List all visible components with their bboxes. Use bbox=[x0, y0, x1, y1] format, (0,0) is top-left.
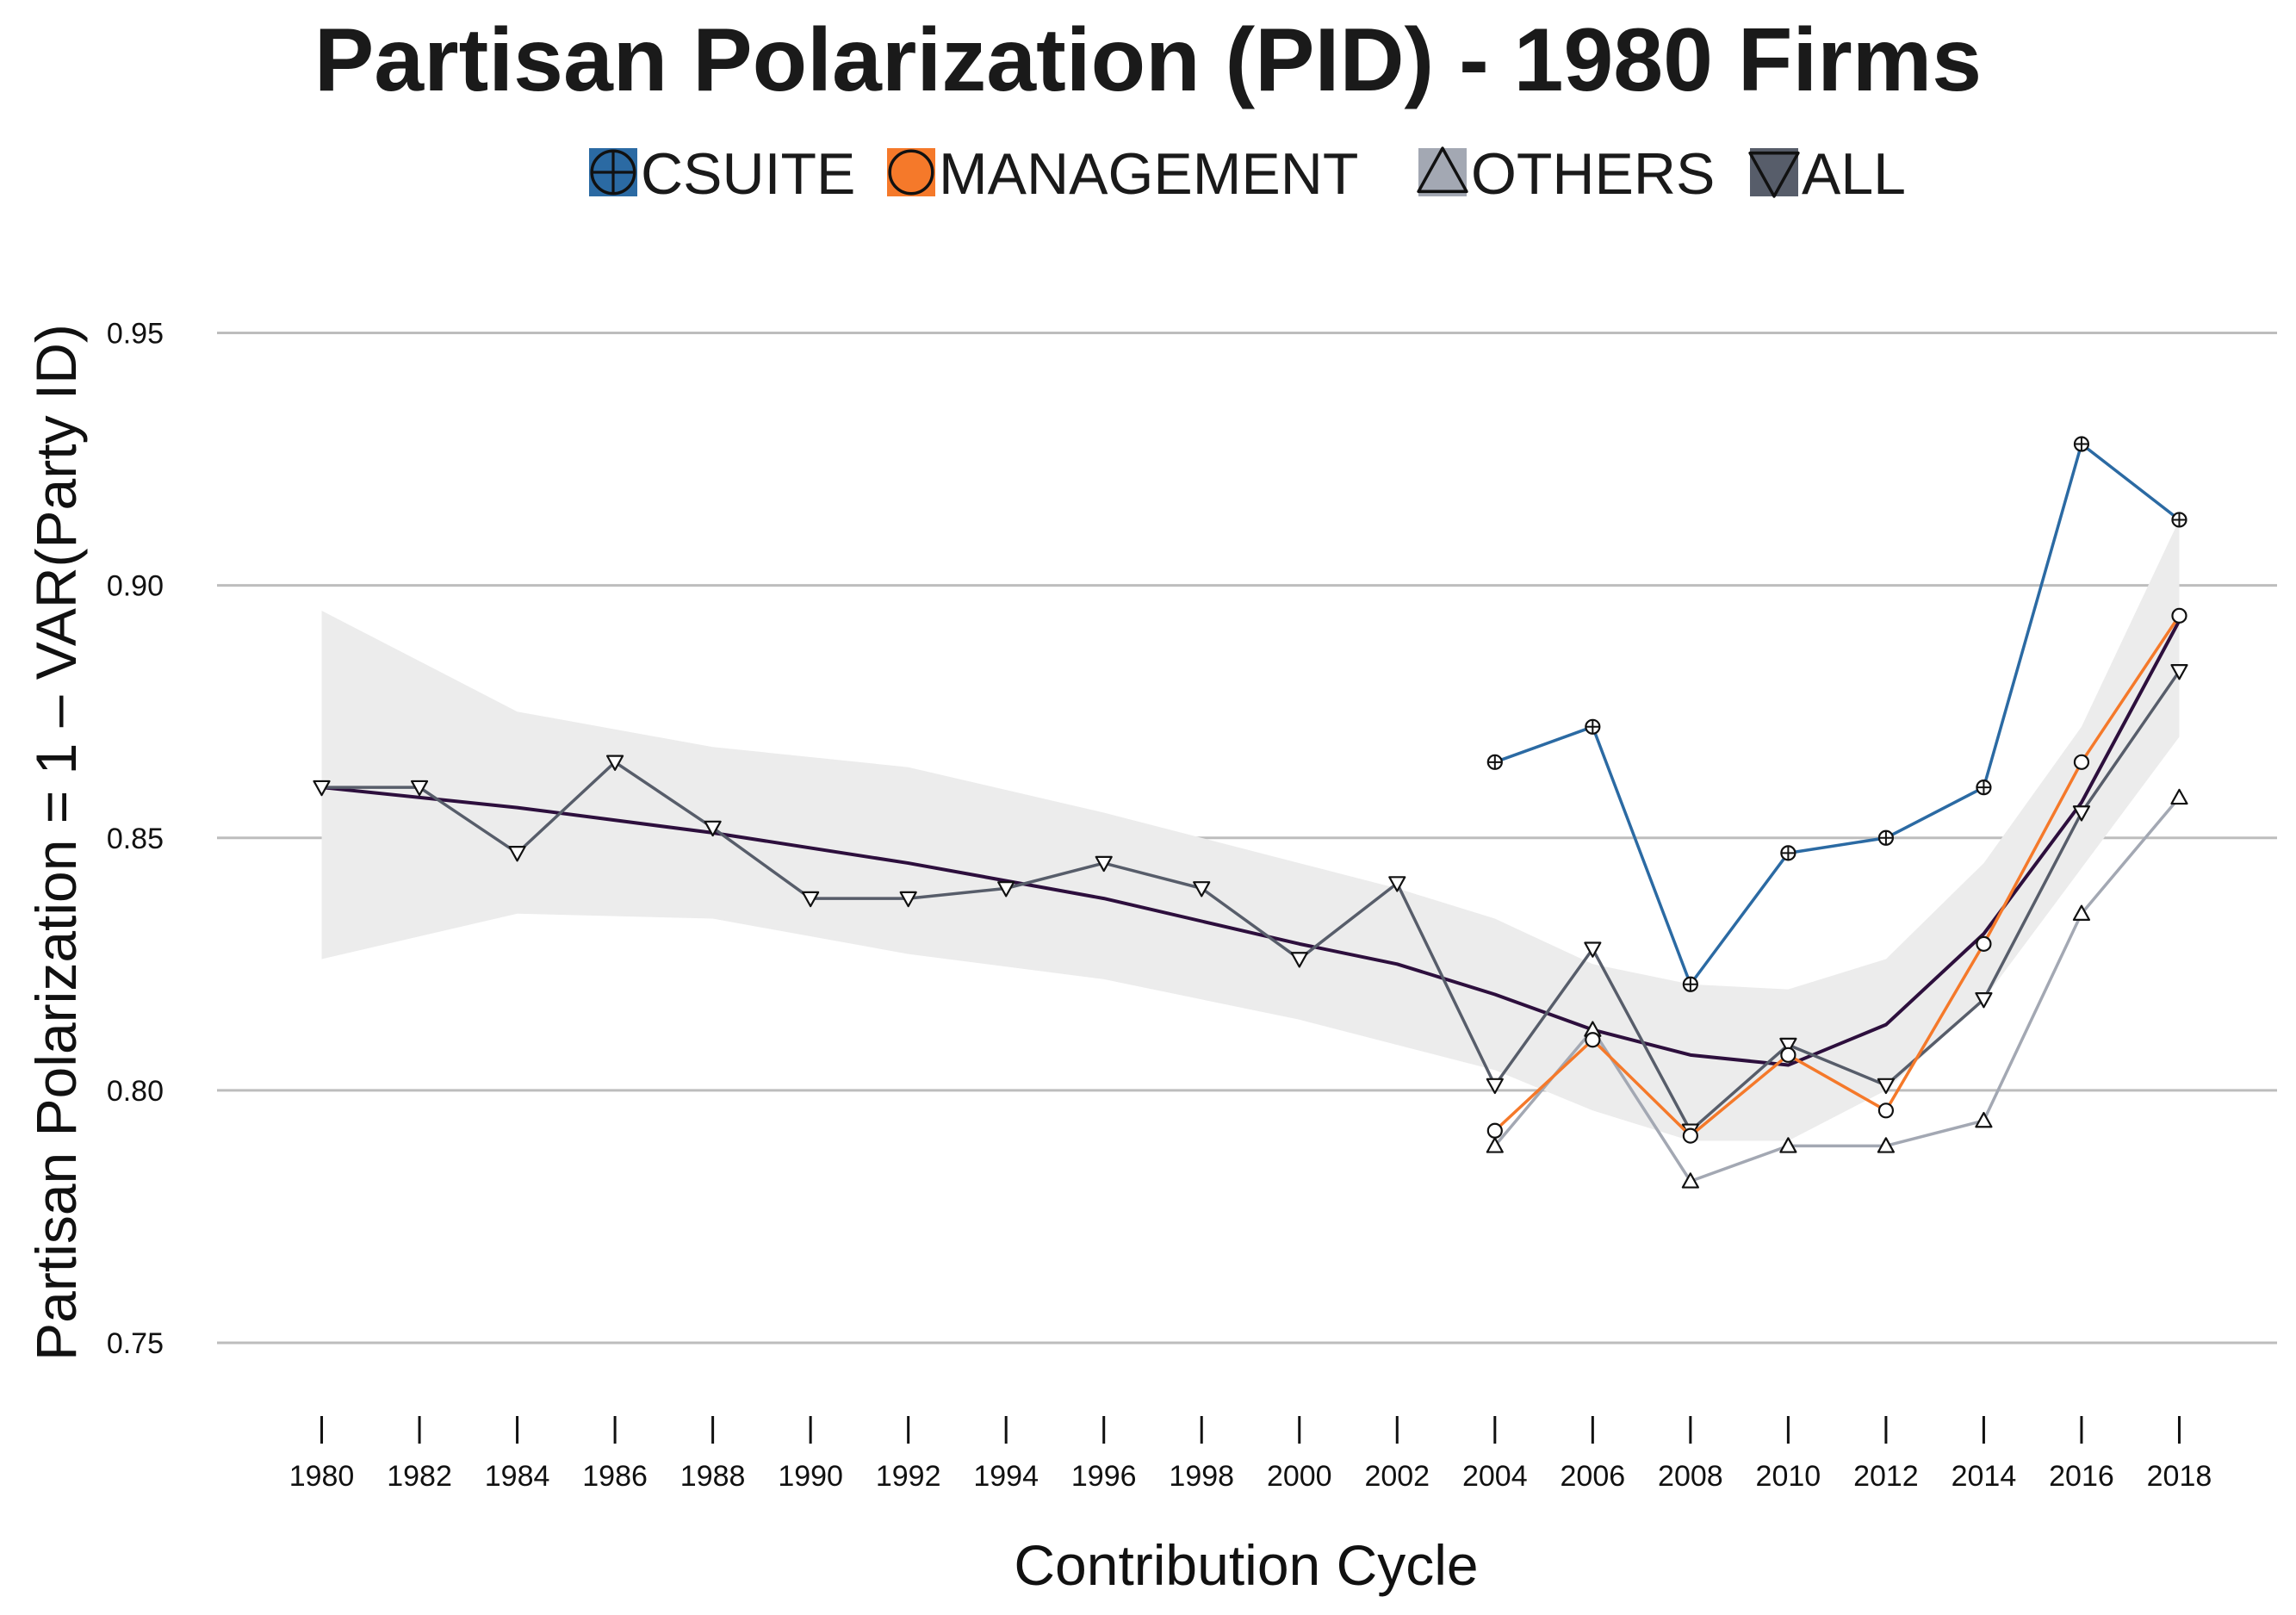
y-axis-label: Partisan Polarization = 1 – VAR(Party ID… bbox=[24, 324, 88, 1361]
x-tick-label: 2008 bbox=[1658, 1460, 1723, 1493]
x-axis-ticks: 1980 1982 1984 1986 1988 1990 1992 1994 1996 1998… bbox=[289, 1416, 2212, 1493]
x-tick-label: 2010 bbox=[1756, 1460, 1821, 1493]
data-point-management bbox=[1585, 1032, 1601, 1048]
y-tick-label: 0.95 bbox=[107, 318, 164, 351]
series-line-csuite bbox=[1494, 442, 2181, 986]
data-point-all bbox=[802, 891, 820, 908]
y-tick-label: 0.80 bbox=[107, 1075, 164, 1108]
legend-marker-others bbox=[1417, 146, 1468, 194]
x-axis-label: Contribution Cycle bbox=[1014, 1533, 1478, 1597]
y-axis-ticks: 0.75 0.80 0.85 0.90 0.95 bbox=[107, 318, 164, 1360]
y-tick-label: 0.90 bbox=[107, 570, 164, 603]
x-tick-label: 1990 bbox=[778, 1460, 843, 1493]
legend-marker-management bbox=[888, 149, 934, 196]
series-group bbox=[313, 436, 2188, 1189]
x-tick-label: 2002 bbox=[1364, 1460, 1430, 1493]
legend-label-management: MANAGEMENT bbox=[939, 141, 1358, 207]
data-point-csuite bbox=[1877, 829, 1895, 846]
data-point-all bbox=[997, 881, 1015, 898]
x-tick-label: 1982 bbox=[387, 1460, 452, 1493]
series-line-management bbox=[1493, 614, 2181, 1138]
data-point-management bbox=[2073, 754, 2090, 770]
x-tick-label: 1992 bbox=[876, 1460, 941, 1493]
data-point-others bbox=[1975, 1111, 1993, 1128]
series-line-all bbox=[321, 670, 2181, 1133]
data-point-management bbox=[2171, 607, 2187, 624]
data-point-all bbox=[899, 891, 917, 908]
data-point-management bbox=[1976, 935, 1992, 952]
x-tick-label: 2018 bbox=[2147, 1460, 2212, 1493]
data-point-all bbox=[1095, 855, 1113, 873]
data-point-all bbox=[704, 820, 722, 837]
x-tick-label: 1998 bbox=[1169, 1460, 1234, 1493]
x-tick-label: 1980 bbox=[289, 1460, 355, 1493]
trend bbox=[321, 519, 2181, 1141]
data-point-others bbox=[2072, 904, 2091, 921]
data-point-all bbox=[1290, 952, 1308, 968]
legend-item-all: ALL bbox=[1748, 141, 1906, 207]
data-point-others bbox=[1779, 1137, 1797, 1153]
x-tick-label: 2016 bbox=[2049, 1460, 2114, 1493]
data-point-csuite bbox=[1682, 976, 1698, 992]
data-point-all bbox=[1779, 1037, 1797, 1054]
data-point-others bbox=[1877, 1137, 1896, 1153]
legend-marker-csuite bbox=[590, 149, 636, 196]
data-point-all bbox=[605, 755, 624, 771]
data-point-others bbox=[1486, 1137, 1504, 1153]
data-point-csuite bbox=[1585, 718, 1601, 735]
data-point-management bbox=[1877, 1103, 1895, 1119]
chart-title: Partisan Polarization (PID) - 1980 Firms bbox=[314, 10, 1982, 110]
data-point-all bbox=[1584, 941, 1602, 958]
legend-key-management bbox=[887, 148, 935, 196]
trend-line bbox=[321, 619, 2181, 1067]
data-point-all bbox=[410, 780, 429, 797]
series-csuite bbox=[1486, 436, 2187, 992]
legend-key-all bbox=[1748, 148, 1800, 198]
x-tick-label: 2006 bbox=[1561, 1460, 1626, 1493]
legend-item-others: OTHERS bbox=[1417, 141, 1715, 207]
series-all bbox=[313, 664, 2188, 1140]
legend-item-csuite: CSUITE bbox=[589, 141, 855, 207]
legend-label-all: ALL bbox=[1802, 141, 1906, 207]
data-point-csuite bbox=[2073, 436, 2090, 452]
data-point-management bbox=[1682, 1127, 1698, 1144]
data-point-others bbox=[2170, 788, 2188, 805]
data-point-csuite bbox=[1976, 780, 1992, 796]
legend: CSUITE MANAGEMENT OTHERS ALL bbox=[589, 141, 1906, 207]
y-tick-label: 0.75 bbox=[107, 1327, 164, 1360]
data-point-all bbox=[2072, 805, 2091, 822]
data-point-all bbox=[1388, 876, 1406, 892]
data-point-others bbox=[1681, 1172, 1699, 1189]
legend-label-csuite: CSUITE bbox=[641, 141, 855, 207]
x-tick-label: 1996 bbox=[1071, 1460, 1137, 1493]
data-point-all bbox=[508, 846, 526, 862]
data-point-all bbox=[313, 780, 331, 797]
x-tick-label: 1994 bbox=[973, 1460, 1039, 1493]
y-tick-label: 0.85 bbox=[107, 823, 164, 855]
x-tick-label: 1986 bbox=[582, 1460, 648, 1493]
legend-marker-all bbox=[1748, 151, 1800, 198]
data-point-all bbox=[1975, 992, 1993, 1009]
data-point-all bbox=[1193, 881, 1211, 898]
data-point-management bbox=[1486, 1122, 1503, 1139]
legend-key-csuite bbox=[589, 148, 637, 196]
data-point-all bbox=[2170, 664, 2188, 680]
data-point-all bbox=[1486, 1078, 1504, 1095]
x-tick-label: 2014 bbox=[1952, 1460, 2017, 1493]
data-point-all bbox=[1877, 1078, 1896, 1095]
x-tick-label: 2004 bbox=[1462, 1460, 1528, 1493]
data-point-csuite bbox=[1486, 754, 1503, 770]
data-point-csuite bbox=[1780, 845, 1796, 861]
x-tick-label: 2012 bbox=[1853, 1460, 1919, 1493]
x-tick-label: 2000 bbox=[1267, 1460, 1332, 1493]
legend-item-management: MANAGEMENT bbox=[887, 141, 1358, 207]
series-management bbox=[1486, 607, 2187, 1144]
x-tick-label: 1988 bbox=[680, 1460, 746, 1493]
x-tick-label: 1984 bbox=[485, 1460, 550, 1493]
legend-key-others bbox=[1417, 146, 1468, 196]
data-point-management bbox=[1780, 1047, 1796, 1063]
legend-label-others: OTHERS bbox=[1471, 141, 1715, 207]
data-point-csuite bbox=[2171, 512, 2187, 528]
